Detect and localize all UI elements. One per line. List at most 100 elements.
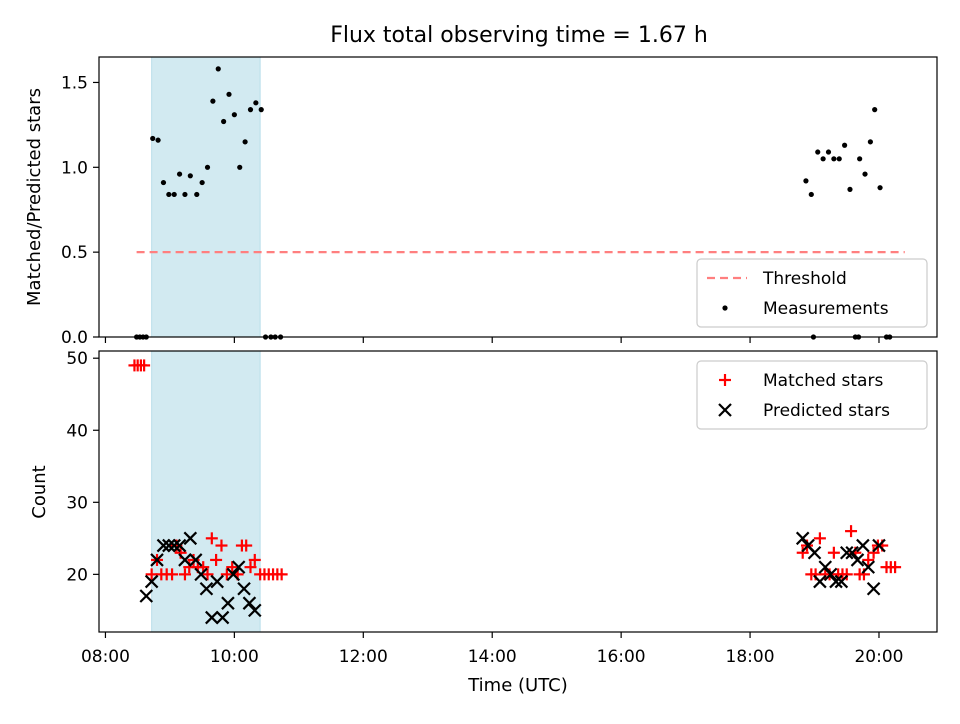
measurement-point	[194, 191, 200, 198]
predicted-star-point	[205, 610, 219, 625]
matched-star-point	[215, 539, 228, 552]
predicted-star-stroke-b	[205, 610, 219, 625]
predicted-star-stroke-b	[231, 560, 246, 574]
measurement-point	[171, 191, 177, 198]
legend-label: Threshold	[762, 269, 847, 289]
predicted-star-point	[162, 538, 176, 553]
measurement-point	[182, 191, 188, 198]
predicted-star-stroke-b	[237, 581, 251, 596]
predicted-star-point	[834, 574, 849, 589]
measurement-point	[867, 139, 873, 145]
measurement-point	[160, 179, 167, 186]
predicted-star-point	[845, 545, 859, 560]
measurement-point	[242, 139, 248, 145]
matched-star-point	[845, 525, 858, 538]
measurement-point	[836, 156, 842, 162]
measurement-point	[258, 107, 264, 113]
measurement-point	[857, 156, 863, 162]
matched-star-point	[138, 359, 151, 372]
predicted-star-stroke-b	[194, 567, 208, 582]
y-tick-label: 50	[66, 349, 88, 369]
legend-label: Predicted stars	[763, 401, 890, 421]
x-axis-label: Time (UTC)	[467, 675, 568, 696]
x-tick-label: 20:00	[854, 647, 903, 667]
matched-star-point	[827, 546, 840, 559]
predicted-star-point	[813, 574, 827, 589]
predicted-star-stroke-b	[818, 560, 833, 574]
measurement-point	[231, 112, 237, 118]
predicted-star-stroke-b	[199, 581, 214, 596]
matched-star-point	[226, 561, 239, 574]
predicted-star-point	[150, 553, 164, 567]
matched-star-point	[210, 553, 223, 566]
predicted-star-point	[866, 581, 881, 596]
predicted-star-stroke-b	[144, 574, 159, 589]
y-tick-label: 40	[66, 421, 88, 441]
measurement-point	[204, 164, 211, 170]
measurement-point	[815, 149, 821, 155]
measurement-point	[176, 171, 183, 177]
y-tick-label: 0.5	[61, 243, 88, 263]
matched-star-point	[862, 553, 875, 566]
predicted-star-stroke-b	[807, 545, 822, 560]
measurement-point	[215, 66, 221, 72]
top-panel: 0.0 0.5 1.0 1.5 Threshold Measurements	[61, 56, 938, 348]
measurement-point	[237, 164, 243, 170]
matched-star-point	[244, 561, 257, 574]
predicted-star-stroke-b	[872, 538, 886, 553]
predicted-star-stroke-b	[829, 574, 843, 589]
chart-title: Flux total observing time = 1.67 h	[330, 23, 708, 48]
x-tick-label: 18:00	[726, 647, 775, 667]
measurement-point	[862, 171, 868, 177]
predicted-star-stroke-b	[188, 553, 203, 567]
legend-predicted-swatch-b	[718, 403, 732, 417]
measurement-point	[187, 173, 193, 179]
measurement-point	[877, 185, 883, 191]
matched-star-point	[201, 568, 214, 581]
predicted-star-point	[823, 567, 838, 582]
matched-star-point	[889, 561, 902, 574]
axes-frame	[98, 350, 938, 633]
x-tick-label: 12:00	[339, 647, 388, 667]
legend-label: Measurements	[763, 299, 889, 319]
legend: Matched stars Predicted stars	[696, 360, 928, 430]
matched-star-point	[220, 568, 233, 581]
measurement-point	[166, 191, 172, 198]
predicted-star-point	[861, 560, 876, 574]
legend-box	[696, 258, 928, 328]
measurement-point	[210, 98, 216, 104]
predicted-star-point	[248, 603, 262, 618]
matched-star-point	[178, 568, 191, 581]
predicted-star-point	[144, 574, 159, 589]
predicted-star-stroke-b	[172, 538, 187, 553]
predicted-star-point	[178, 553, 192, 567]
matched-star-point	[166, 568, 179, 581]
predicted-star-stroke-b	[795, 531, 810, 546]
axes-frame	[98, 56, 938, 338]
y-tick-label: 0.0	[61, 328, 88, 348]
predicted-star-stroke-b	[834, 574, 849, 589]
y-tick-label: 30	[66, 493, 88, 513]
predicted-star-stroke-b	[861, 560, 876, 574]
predicted-star-point	[237, 581, 251, 596]
bottom-panel: 20 30 40 50 08:00 10:00 12:00 14:00 16:00 18:00 20…	[66, 349, 938, 667]
predicted-star-stroke-b	[215, 610, 230, 625]
predicted-star-point	[221, 596, 235, 610]
matched-star-point	[840, 568, 853, 581]
x-tick-label: 16:00	[597, 647, 646, 667]
predicted-star-stroke-b	[139, 589, 154, 603]
predicted-star-stroke-b	[845, 545, 859, 560]
measurement-point	[221, 118, 227, 125]
predicted-star-stroke-b	[839, 545, 854, 560]
y-tick-label: 1.0	[61, 158, 88, 178]
measurement-point	[831, 156, 837, 162]
predicted-star-point	[167, 538, 181, 553]
predicted-star-point	[850, 553, 865, 567]
measurement-point	[253, 100, 259, 106]
matched-star-point	[796, 546, 809, 559]
predicted-star-point	[156, 538, 171, 553]
measurement-point	[155, 137, 161, 143]
bottom-y-axis-label: Count	[29, 465, 50, 518]
predicted-star-stroke-b	[162, 538, 176, 553]
